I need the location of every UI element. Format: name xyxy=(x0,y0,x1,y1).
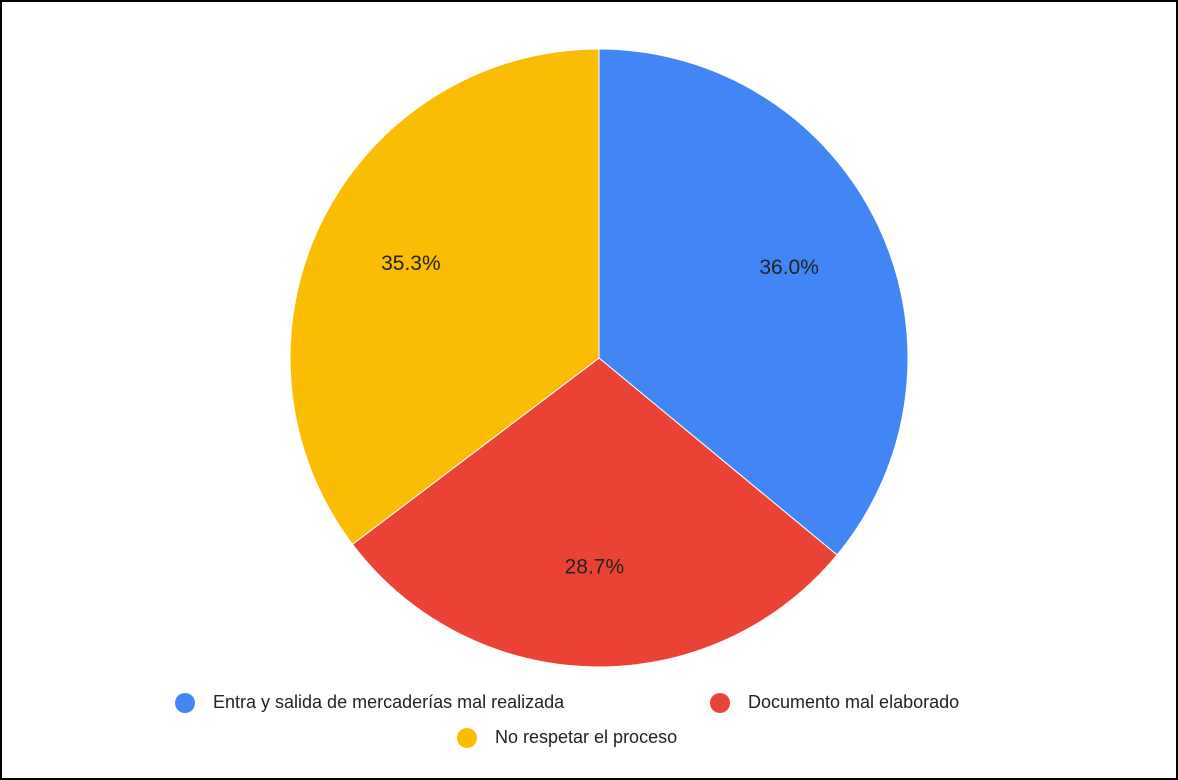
legend-label: Entra y salida de mercaderías mal realiz… xyxy=(213,692,565,712)
value-label: 28.7% xyxy=(565,556,625,579)
value-label: 35.3% xyxy=(381,252,441,275)
legend-marker xyxy=(175,693,195,713)
pie-slice xyxy=(598,48,909,556)
pie-slice xyxy=(289,48,600,546)
legend-label: No respetar el proceso xyxy=(495,727,677,747)
legend-marker xyxy=(710,693,730,713)
value-label: 36.0% xyxy=(759,256,819,279)
legend-marker xyxy=(457,728,477,748)
pie-slice xyxy=(351,357,838,668)
legend-label: Documento mal elaborado xyxy=(748,692,959,712)
